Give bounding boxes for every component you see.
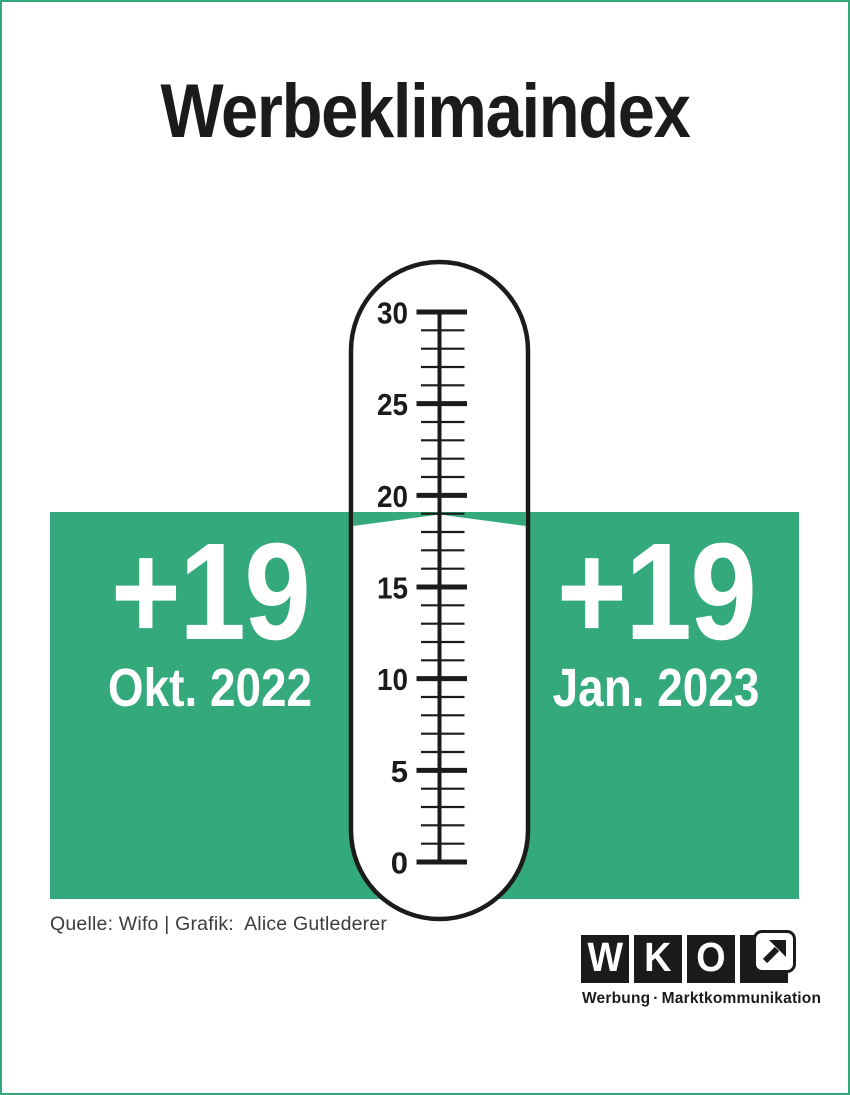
logo-squares: W K O (581, 930, 796, 983)
arrow-up-right-icon (753, 930, 796, 973)
reading-previous: +19 Okt. 2022 (50, 512, 370, 716)
scale-label: 25 (377, 387, 408, 422)
scale-label: 15 (377, 571, 408, 606)
scale-label: 20 (377, 479, 408, 514)
scale-label: 30 (377, 296, 408, 331)
page-title: Werbeklimaindex (160, 69, 690, 154)
source-credit: Quelle: Wifo | Grafik: Alice Gutlederer (50, 913, 388, 935)
scale-label: 10 (377, 662, 408, 697)
tagline-separator: · (653, 990, 659, 1007)
scale-label: 0 (391, 846, 408, 881)
reading-period: Jan. 2023 (552, 658, 760, 718)
reading-period: Okt. 2022 (107, 658, 313, 718)
reading-current: +19 Jan. 2023 (496, 512, 816, 716)
logo-letter-k: K (634, 934, 682, 983)
logo-tagline: Werbung · Marktkommunikation (582, 990, 821, 1008)
reading-value: +19 (556, 515, 757, 669)
logo-arrow-square (740, 930, 796, 983)
scale-label: 5 (391, 754, 408, 789)
tagline-left: Werbung (582, 990, 651, 1007)
logo-letter-w: W (581, 934, 629, 983)
tagline-right: Marktkommunikation (661, 990, 822, 1007)
wko-logo: W K O Werbung · Marktkommunikation (581, 930, 821, 1008)
fill-level-meniscus (353, 512, 526, 526)
logo-letter-o: O (687, 934, 735, 983)
reading-value: +19 (110, 515, 311, 669)
